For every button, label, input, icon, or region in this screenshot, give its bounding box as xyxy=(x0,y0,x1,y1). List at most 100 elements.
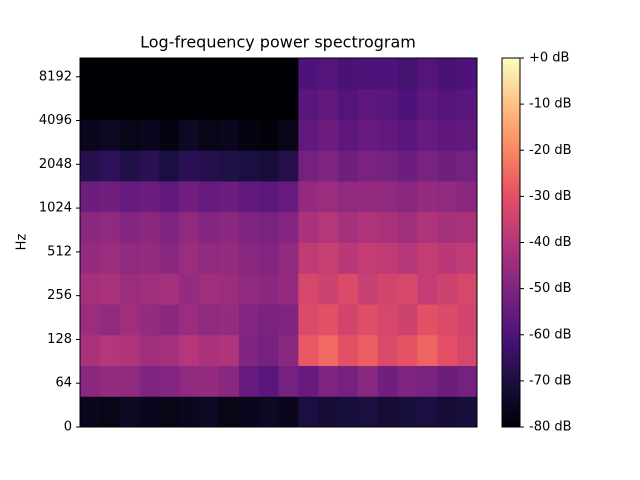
heatmap-cell xyxy=(199,58,220,90)
heatmap-cell xyxy=(238,150,260,182)
heatmap-cell xyxy=(119,242,141,274)
heatmap-cell xyxy=(357,181,379,213)
heatmap-cell xyxy=(298,334,319,366)
heatmap-cell xyxy=(258,181,279,213)
heatmap-cell xyxy=(437,396,458,428)
heatmap-cell xyxy=(298,88,319,120)
heatmap-cell xyxy=(298,396,319,428)
colorbar-tick-label: -70 dB xyxy=(529,373,572,388)
heatmap-cell xyxy=(357,396,379,428)
heatmap-cell xyxy=(159,304,180,336)
colorbar-tick-label: -60 dB xyxy=(529,327,572,342)
heatmap-cell xyxy=(437,181,458,213)
heatmap-cell xyxy=(417,211,438,243)
heatmap-cell xyxy=(397,150,418,182)
heatmap-cell xyxy=(159,88,180,120)
heatmap-cell xyxy=(238,365,260,397)
heatmap-cell xyxy=(139,150,160,182)
heatmap-cell xyxy=(139,119,160,151)
heatmap-cell xyxy=(139,242,160,274)
heatmap-cell xyxy=(80,119,101,151)
heatmap-cell xyxy=(258,365,279,397)
heatmap-cell xyxy=(417,58,438,90)
heatmap-cell xyxy=(417,365,438,397)
heatmap-cell xyxy=(377,119,399,151)
heatmap-cell xyxy=(437,242,458,274)
y-tick-label: 2048 xyxy=(39,157,72,172)
heatmap-cell xyxy=(238,58,260,90)
heatmap-cell xyxy=(298,181,319,213)
heatmap-cell xyxy=(417,88,438,120)
heatmap-cell xyxy=(179,150,200,182)
heatmap-cell xyxy=(278,150,299,182)
heatmap-cell xyxy=(417,304,438,336)
heatmap-cell xyxy=(417,119,438,151)
heatmap-cell xyxy=(338,211,359,243)
heatmap-cell xyxy=(437,273,458,305)
heatmap-cell xyxy=(119,58,141,90)
heatmap-cell xyxy=(377,211,399,243)
heatmap-cell xyxy=(397,181,418,213)
heatmap-cell xyxy=(238,396,260,428)
heatmap-cell xyxy=(397,58,418,90)
heatmap-cell xyxy=(278,211,299,243)
heatmap-cell xyxy=(179,58,200,90)
heatmap-cell xyxy=(318,119,339,151)
heatmap-cell xyxy=(417,334,438,366)
heatmap-cell xyxy=(377,304,399,336)
heatmap-cell xyxy=(99,181,121,213)
heatmap-cell xyxy=(159,150,180,182)
heatmap-cell xyxy=(218,58,240,90)
heatmap-cell xyxy=(298,365,319,397)
heatmap-cell xyxy=(338,181,359,213)
colorbar-tick-label: -10 dB xyxy=(529,97,572,112)
heatmap-cell xyxy=(457,211,478,243)
heatmap-cell xyxy=(80,242,101,274)
heatmap-cell xyxy=(338,150,359,182)
heatmap-cell xyxy=(179,211,200,243)
heatmap-cell xyxy=(238,304,260,336)
heatmap-cell xyxy=(457,304,478,336)
heatmap-cell xyxy=(139,334,160,366)
heatmap-cell xyxy=(318,334,339,366)
heatmap-cell xyxy=(397,242,418,274)
heatmap-cell xyxy=(298,242,319,274)
heatmap-cell xyxy=(199,242,220,274)
heatmap-cell xyxy=(278,396,299,428)
heatmap-cell xyxy=(139,181,160,213)
heatmap-cell xyxy=(377,396,399,428)
heatmap-cell xyxy=(218,150,240,182)
heatmap-cell xyxy=(159,181,180,213)
heatmap-cell xyxy=(119,304,141,336)
heatmap-cell xyxy=(457,396,478,428)
colorbar-tick-label: -30 dB xyxy=(529,189,572,204)
heatmap-cell xyxy=(417,273,438,305)
chart-title: Log-frequency power spectrogram xyxy=(140,33,416,52)
heatmap-cell xyxy=(377,334,399,366)
heatmap-cell xyxy=(218,119,240,151)
heatmap-cell xyxy=(258,119,279,151)
heatmap-cell xyxy=(397,211,418,243)
heatmap-cell xyxy=(278,242,299,274)
heatmap-cell xyxy=(179,181,200,213)
colorbar-tick-label: +0 dB xyxy=(529,51,569,66)
heatmap-cell xyxy=(397,119,418,151)
heatmap-cell xyxy=(159,365,180,397)
heatmap-cell xyxy=(377,181,399,213)
heatmap-cell xyxy=(179,365,200,397)
y-tick-label: 0 xyxy=(64,420,72,435)
heatmap-cell xyxy=(457,242,478,274)
y-tick-label: 64 xyxy=(55,376,72,391)
heatmap-cell xyxy=(338,88,359,120)
heatmap-cell xyxy=(377,273,399,305)
heatmap-cell xyxy=(159,119,180,151)
heatmap-cell xyxy=(139,304,160,336)
heatmap-cell xyxy=(417,396,438,428)
heatmap-cell xyxy=(199,396,220,428)
heatmap-cell xyxy=(298,273,319,305)
heatmap-cell xyxy=(218,396,240,428)
heatmap-cell xyxy=(338,58,359,90)
heatmap-cell xyxy=(80,211,101,243)
heatmap-cell xyxy=(159,58,180,90)
heatmap-cell xyxy=(99,365,121,397)
